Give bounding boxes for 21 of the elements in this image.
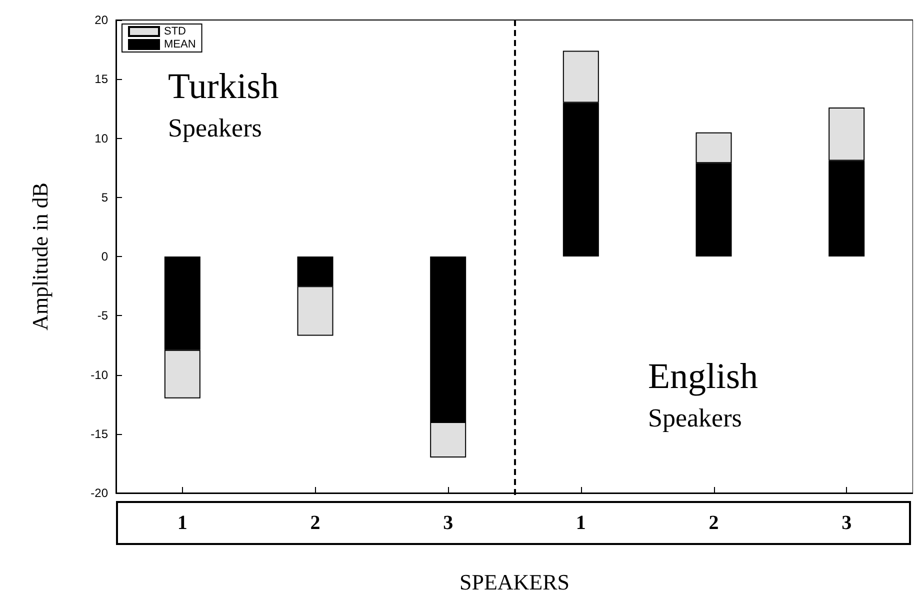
- y-tick-label: 0: [101, 250, 108, 264]
- x-tick-label: 3: [443, 512, 454, 534]
- x-tick-label: 1: [576, 512, 586, 534]
- y-tick-label: -5: [97, 308, 108, 323]
- legend-label: STD: [164, 26, 186, 38]
- x-tick-label: 1: [177, 512, 188, 534]
- y-tick-label: 15: [94, 72, 108, 86]
- x-axis-title: SPEAKERS: [459, 570, 570, 594]
- x-tick-label: 3: [842, 512, 852, 534]
- y-tick-label: -20: [90, 486, 108, 500]
- x-tick-label: 2: [310, 512, 320, 534]
- y-tick-label: -10: [90, 368, 108, 382]
- x-tick-label: 2: [708, 512, 719, 534]
- legend-label: MEAN: [164, 38, 196, 50]
- y-tick-label: -15: [90, 426, 108, 441]
- y-tick-label: 10: [94, 131, 108, 146]
- annotation: English Speakers: [648, 356, 758, 432]
- y-tick-label: 5: [101, 190, 108, 204]
- annotation: Turkish Speakers: [168, 66, 279, 142]
- y-tick-label: 20: [94, 13, 108, 27]
- y-axis-title: Amplitude in dB: [28, 182, 52, 330]
